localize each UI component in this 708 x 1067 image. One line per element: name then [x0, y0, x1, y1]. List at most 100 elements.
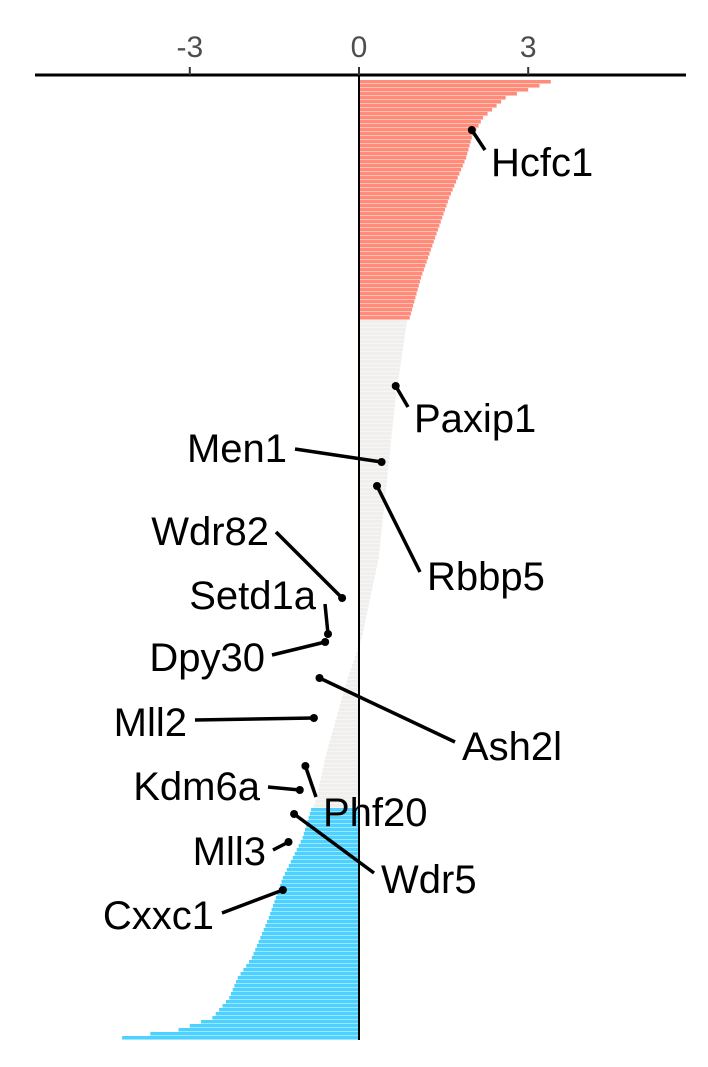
bar-neutral	[359, 552, 380, 556]
gene-labels-layer: Hcfc1 Paxip1 Men1 Rbbp5 Wdr82 Setd1a Dpy30 Ash2…	[103, 126, 593, 938]
gene-label-men1: Men1	[187, 427, 287, 471]
bar-up	[359, 172, 460, 176]
bar-up	[359, 316, 410, 320]
bar-neutral	[359, 480, 387, 484]
label-leader-line	[303, 765, 318, 798]
bar-neutral	[359, 608, 368, 612]
bar-down	[303, 832, 359, 836]
bar-neutral	[324, 760, 359, 764]
gene-point	[278, 886, 287, 894]
bar-down	[288, 864, 359, 868]
bar-up	[359, 84, 540, 88]
bar-down	[178, 1028, 359, 1032]
bar-neutral	[359, 368, 400, 372]
bar-neutral	[327, 748, 359, 752]
bar-down	[222, 1004, 359, 1008]
bar-neutral	[323, 764, 359, 768]
bar-up	[359, 244, 433, 248]
bar-up	[359, 196, 450, 200]
bar-down	[274, 900, 359, 904]
bar-neutral	[349, 672, 359, 676]
bar-up	[359, 188, 453, 192]
bar-up	[359, 92, 517, 96]
bar-down	[260, 936, 359, 940]
bar-down	[150, 1032, 359, 1036]
bar-neutral	[359, 380, 399, 384]
gene-point	[373, 482, 381, 490]
bar-down	[246, 964, 359, 968]
label-leader-line	[267, 785, 300, 792]
bar-neutral	[359, 432, 392, 436]
bar-up	[359, 140, 471, 144]
x-axis-ticks: -3 0 3	[176, 31, 537, 75]
bar-down	[280, 884, 359, 888]
bar-down	[272, 904, 359, 908]
bar-neutral	[359, 392, 397, 396]
bar-down	[243, 968, 359, 972]
gene-label-phf20: Phf20	[323, 791, 428, 835]
bar-down	[275, 896, 359, 900]
bar-neutral	[359, 328, 406, 332]
gene-point	[284, 838, 293, 846]
bar-neutral	[359, 524, 383, 528]
bar-neutral	[359, 412, 394, 416]
bar-neutral	[350, 668, 359, 672]
bar-down	[305, 828, 359, 832]
bar-down	[270, 912, 359, 916]
bar-neutral	[335, 720, 359, 724]
bar-up	[359, 232, 437, 236]
bar-up	[359, 228, 438, 232]
bar-neutral	[359, 336, 405, 340]
bar-neutral	[336, 716, 359, 720]
bar-up	[359, 152, 468, 156]
bar-neutral	[345, 684, 359, 688]
label-leader-line	[271, 640, 326, 657]
bar-neutral	[359, 568, 377, 572]
gene-point	[377, 458, 386, 466]
bar-up	[359, 108, 493, 112]
bar-down	[268, 916, 359, 920]
gene-point	[301, 762, 310, 770]
bar-up	[359, 260, 427, 264]
bar-neutral	[359, 540, 381, 544]
bar-neutral	[359, 484, 387, 488]
bar-down	[282, 876, 359, 880]
bar-neutral	[359, 448, 391, 452]
bar-neutral	[359, 344, 404, 348]
label-leader-line	[194, 716, 314, 722]
bar-up	[359, 176, 458, 180]
bar-neutral	[359, 620, 366, 624]
bar-neutral	[359, 572, 376, 576]
label-leader-line	[274, 530, 344, 600]
bar-neutral	[359, 536, 381, 540]
bar-up	[359, 208, 446, 212]
bar-up	[359, 284, 419, 288]
bar-up	[359, 116, 484, 120]
bar-neutral	[359, 504, 385, 508]
bar-neutral	[347, 676, 359, 680]
bar-down	[309, 812, 359, 816]
gene-label-kdm6a: Kdm6a	[133, 765, 260, 809]
bar-neutral	[359, 596, 371, 600]
bar-neutral	[333, 728, 359, 732]
bar-up	[359, 256, 429, 260]
gene-point	[467, 126, 476, 134]
bar-neutral	[326, 752, 359, 756]
bar-neutral	[359, 520, 383, 524]
bar-neutral	[359, 548, 380, 552]
bar-up	[359, 200, 448, 204]
bar-up	[359, 272, 423, 276]
bar-neutral	[330, 736, 359, 740]
bar-neutral	[359, 628, 364, 632]
bar-up	[359, 132, 475, 136]
bar-up	[359, 304, 414, 308]
bar-neutral	[359, 468, 389, 472]
bar-up	[359, 204, 447, 208]
bar-up	[359, 120, 481, 124]
gene-point	[315, 674, 324, 682]
label-leader-line	[323, 603, 330, 635]
label-leader-line	[394, 385, 410, 408]
bar-neutral	[337, 712, 359, 716]
bar-down	[306, 824, 359, 828]
bar-up	[359, 296, 416, 300]
